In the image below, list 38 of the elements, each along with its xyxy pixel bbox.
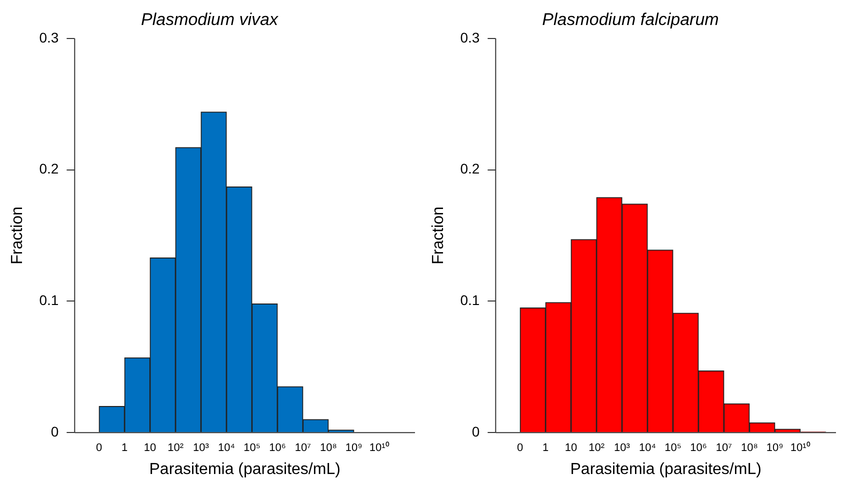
y-tick-label: 0.3 xyxy=(39,29,59,46)
x-axis-title: Parasitemia (parasites/mL) xyxy=(149,460,340,478)
x-tick-label: 10¹⁰ xyxy=(369,441,390,454)
x-tick-label: 10¹⁰ xyxy=(790,441,810,454)
x-tick-label: 0 xyxy=(96,442,102,454)
x-tick-label: 10⁷ xyxy=(716,442,732,454)
y-tick-label: 0.3 xyxy=(460,29,480,46)
x-tick-label: 10⁹ xyxy=(766,442,784,454)
x-tick-label: 10 xyxy=(564,442,578,454)
chart-title: Plasmodium vivax xyxy=(141,10,278,29)
x-axis-title: Parasitemia (parasites/mL) xyxy=(570,460,762,478)
y-axis-title: Fraction xyxy=(9,206,26,264)
x-tick-label: 10² xyxy=(588,442,605,454)
y-tick-label: 0.1 xyxy=(39,292,59,308)
x-tick-label: 10⁹ xyxy=(345,442,362,454)
y-tick-label: 0.1 xyxy=(460,292,480,308)
x-tick-label: 10⁷ xyxy=(294,442,312,454)
x-tick-label: 10⁴ xyxy=(639,442,656,454)
x-tick-label: 10⁶ xyxy=(269,442,286,454)
x-tick-label: 10² xyxy=(168,442,184,454)
y-tick-label: 0.2 xyxy=(460,160,480,177)
y-tick-label: 0 xyxy=(472,423,480,440)
x-tick-label: 10⁵ xyxy=(664,442,682,454)
x-tick-label: 10⁸ xyxy=(320,442,337,454)
chart-title: Plasmodium falciparum xyxy=(542,10,719,29)
x-tick-label: 10 xyxy=(144,442,156,454)
x-tick-label: 10⁸ xyxy=(740,442,758,454)
x-tick-label: 1 xyxy=(542,442,549,454)
x-tick-label: 10⁵ xyxy=(244,442,260,454)
x-tick-label: 1 xyxy=(122,442,128,454)
x-tick-label: 10⁴ xyxy=(218,442,236,454)
x-tick-label: 10³ xyxy=(614,442,630,454)
y-tick-label: 0.2 xyxy=(39,160,59,177)
y-axis-title: Fraction xyxy=(430,206,448,264)
x-tick-label: 10⁶ xyxy=(690,442,707,454)
x-tick-label: 10³ xyxy=(193,442,210,454)
y-tick-label: 0 xyxy=(50,423,59,440)
x-tick-label: 0 xyxy=(517,442,524,454)
